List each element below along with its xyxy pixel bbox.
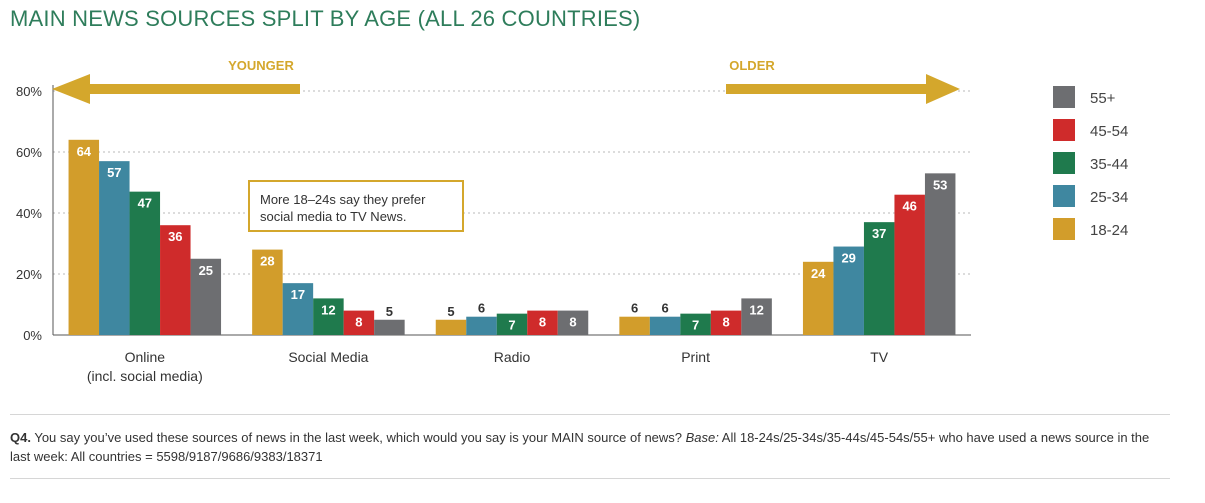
- bar: [252, 249, 283, 335]
- bar: [924, 173, 956, 335]
- bar: [863, 222, 895, 335]
- category-label: Social Media: [288, 349, 368, 365]
- bar: [894, 194, 925, 335]
- bar: [466, 316, 497, 335]
- footnote: Q4. You say you’ve used these sources of…: [10, 428, 1170, 466]
- bar: [190, 258, 222, 335]
- bar: [741, 298, 772, 335]
- data-label: 8: [722, 315, 729, 330]
- data-label: 7: [508, 318, 515, 333]
- bar: [129, 191, 161, 335]
- legend-label: 25-34: [1090, 189, 1128, 206]
- footnote-bottom-rule: [10, 478, 1170, 479]
- y-tick-label: 0%: [23, 328, 42, 343]
- data-label: 12: [321, 302, 335, 317]
- legend-label: 35-44: [1090, 156, 1128, 173]
- legend-swatch: [1053, 218, 1075, 240]
- bar: [435, 319, 467, 335]
- data-label: 17: [291, 287, 305, 302]
- younger-label: YOUNGER: [228, 58, 294, 73]
- data-label: 6: [478, 301, 485, 316]
- legend-label: 55+: [1090, 90, 1116, 107]
- bar: [313, 298, 344, 335]
- bar: [68, 139, 100, 335]
- data-label: 6: [661, 301, 668, 316]
- legend-label: 18-24: [1090, 222, 1128, 239]
- data-label: 64: [77, 144, 92, 159]
- footnote-top-rule: [10, 414, 1170, 415]
- data-label: 8: [569, 315, 576, 330]
- footnote-question-number: Q4.: [10, 430, 31, 445]
- y-tick-label: 40%: [16, 206, 42, 221]
- category-label: Radio: [494, 349, 531, 365]
- bar: [557, 310, 589, 335]
- footnote-base-text: All 18-24s/25-34s/35-44s/45-54s/55+ who …: [10, 430, 1150, 464]
- bar: [649, 316, 681, 335]
- legend-swatch: [1053, 185, 1075, 207]
- age-arrows: YOUNGER OLDER: [52, 58, 960, 104]
- older-arrow-icon: [726, 74, 960, 104]
- legend-swatch: [1053, 152, 1075, 174]
- data-label: 47: [138, 196, 152, 211]
- data-label: 57: [107, 165, 121, 180]
- data-label: 8: [355, 315, 362, 330]
- data-label: 28: [260, 254, 274, 269]
- footnote-base-label: Base:: [685, 430, 719, 445]
- bar: [710, 310, 742, 335]
- bar: [374, 319, 405, 335]
- bar: [343, 310, 375, 335]
- category-label: Online: [125, 349, 166, 365]
- bar: [496, 313, 528, 335]
- data-label: 6: [631, 301, 638, 316]
- data-label: 36: [168, 229, 182, 244]
- bar-chart: 0%20%40%60%80% YOUNGER OLDER 64574736252…: [16, 58, 1128, 384]
- data-label: 53: [933, 177, 947, 192]
- y-tick-label: 60%: [16, 145, 42, 160]
- category-labels: Online (incl. social media) Social Media Ra…: [87, 349, 889, 384]
- callout-box: More 18–24s say they prefer social media…: [248, 180, 464, 232]
- y-tick-label: 20%: [16, 267, 42, 282]
- bar: [833, 246, 864, 335]
- bars: [68, 139, 956, 335]
- callout-line-2: social media to TV News.: [260, 209, 407, 224]
- footnote-question: You say you’ve used these sources of new…: [30, 430, 686, 445]
- data-label: 7: [692, 318, 699, 333]
- category-label: TV: [870, 349, 889, 365]
- data-label: 37: [872, 226, 886, 241]
- older-label: OLDER: [729, 58, 775, 73]
- bar: [527, 310, 558, 335]
- data-labels: 64 57 47 36 25 28 17 12 8 5 5 6 7 8 8 6 6 7 8 12 24 29 37 46 53: [77, 144, 948, 333]
- legend-swatch: [1053, 86, 1075, 108]
- legend-label: 45-54: [1090, 123, 1128, 140]
- gridlines: [53, 90, 971, 275]
- category-label: Print: [681, 349, 710, 365]
- legend-swatch: [1053, 119, 1075, 141]
- legend: 55+ 45-54 35-44 25-34 18-24: [1053, 86, 1128, 240]
- bar: [99, 161, 130, 335]
- callout-line-1: More 18–24s say they prefer: [260, 192, 426, 207]
- younger-arrow-icon: [52, 74, 300, 104]
- data-label: 46: [902, 199, 916, 214]
- bar: [619, 316, 650, 335]
- data-label: 25: [199, 263, 213, 278]
- page-title: MAIN NEWS SOURCES SPLIT BY AGE (ALL 26 C…: [10, 6, 641, 31]
- bar: [680, 313, 711, 335]
- data-label: 5: [386, 304, 393, 319]
- data-label: 24: [811, 266, 826, 281]
- category-sublabel: (incl. social media): [87, 368, 203, 384]
- data-label: 29: [841, 251, 855, 266]
- bar: [282, 283, 314, 335]
- data-label: 5: [447, 304, 454, 319]
- bar: [802, 261, 834, 335]
- data-label: 8: [539, 315, 546, 330]
- bar: [160, 225, 191, 335]
- y-tick-label: 80%: [16, 84, 42, 99]
- data-label: 12: [749, 302, 763, 317]
